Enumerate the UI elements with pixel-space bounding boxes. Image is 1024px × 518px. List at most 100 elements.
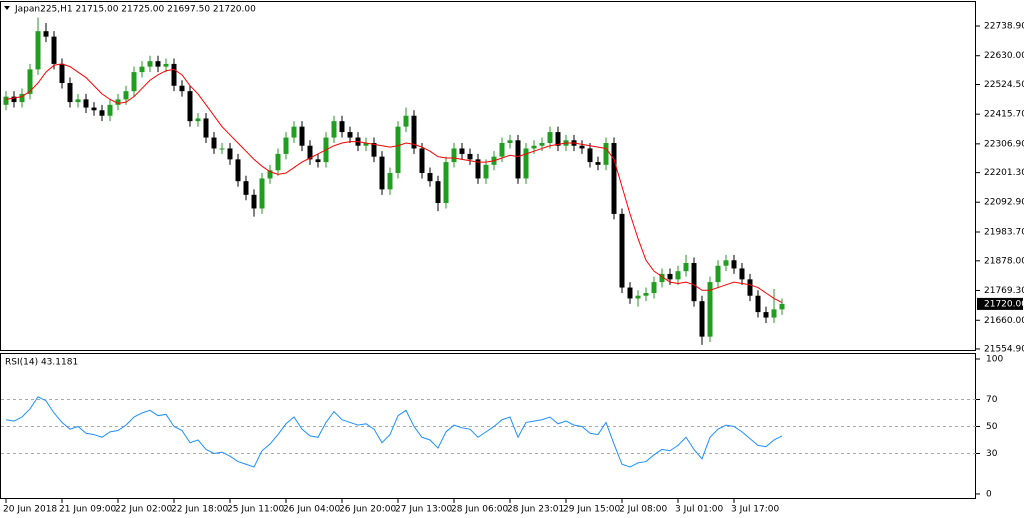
menu-arrow (4, 6, 10, 10)
candle-body (395, 126, 401, 173)
candle-body (99, 110, 105, 116)
x-tick-label: 3 Jul 01:00 (675, 505, 724, 515)
price-title: Japan225,H1 21715.00 21725.00 21697.50 2… (14, 5, 256, 15)
candle-body (131, 72, 137, 92)
rsi-line (5, 396, 783, 468)
candle-body (779, 303, 785, 310)
candle-body (371, 143, 377, 157)
candle-body (163, 63, 169, 67)
candle-body (67, 83, 73, 103)
candle-body (59, 63, 65, 83)
candle-body (307, 145, 313, 160)
candle-body (435, 181, 441, 203)
candle-body (267, 170, 273, 179)
rsi-title: RSI(14) 43.1181 (5, 358, 78, 368)
y-tick-label: 21554.90 (984, 344, 1024, 354)
candle-body (539, 143, 545, 146)
candle-body (691, 263, 697, 302)
x-tick-label: 26 Jun 04:00 (283, 505, 340, 515)
candle-body (547, 132, 553, 143)
candle-body (683, 263, 689, 272)
candle-body (203, 118, 209, 138)
candle-body (115, 99, 121, 105)
candle-body (419, 148, 425, 173)
candle-body (363, 143, 369, 146)
candle-body (315, 159, 321, 163)
x-tick-label: 28 Jun 23:01 (507, 505, 564, 515)
candle-body (763, 312, 769, 318)
candle-body (35, 31, 41, 70)
x-tick-label: 3 Jul 17:00 (731, 505, 780, 515)
candle-body (11, 96, 17, 103)
candle-body (443, 162, 449, 203)
candle-body (699, 301, 705, 337)
x-tick-label: 29 Jun 15:00 (563, 505, 620, 515)
y-tick-label: 21660.00 (984, 316, 1024, 326)
candle-body (411, 115, 417, 149)
candle-body (723, 260, 729, 266)
candle-body (427, 173, 433, 182)
candle-body (627, 287, 633, 299)
candle-body (339, 121, 345, 133)
x-tick-label: 20 Jun 2018 (3, 505, 57, 515)
last-price-tag (977, 297, 1023, 310)
candle-body (467, 153, 473, 160)
candle-body (619, 213, 625, 288)
candle-body (107, 104, 113, 116)
x-tick-label: 21 Jun 09:00 (59, 505, 116, 515)
y-tick-label: 22201.30 (984, 168, 1024, 178)
y-tick-label: 21983.70 (984, 227, 1024, 237)
candle-body (147, 61, 153, 67)
candle-body (219, 148, 225, 150)
candle-body (387, 173, 393, 190)
y-tick-label: 22524.50 (984, 80, 1024, 90)
x-tick-label: 25 Jun 11:00 (227, 505, 284, 515)
y-tick-label: 22306.90 (984, 139, 1024, 149)
candle-body (603, 143, 609, 165)
candle-body (515, 140, 521, 179)
moving-average (5, 63, 783, 303)
candle-body (227, 148, 233, 160)
candle-body (259, 178, 265, 209)
y-tick-label: 0 (986, 489, 992, 499)
candle-body (235, 159, 241, 182)
candle-body (611, 143, 617, 214)
candle-body (275, 153, 281, 171)
candle-body (579, 145, 585, 149)
candle-body (123, 91, 129, 100)
candle-body (523, 148, 529, 179)
candle-body (43, 31, 49, 37)
candle-body (251, 194, 257, 209)
x-tick-label: 27 Jun 13:00 (395, 505, 452, 515)
candle-body (403, 115, 409, 127)
candle-body (83, 99, 89, 108)
candle-body (51, 36, 57, 64)
y-tick-label: 21769.30 (984, 286, 1024, 296)
candle-body (459, 148, 465, 154)
candle-body (707, 282, 713, 337)
candle-body (299, 126, 305, 146)
candle-body (747, 279, 753, 296)
y-tick-label: 50 (986, 422, 998, 432)
candle-body (379, 156, 385, 190)
candle-body (187, 91, 193, 122)
y-tick-label: 100 (986, 354, 1003, 364)
candle-body (19, 93, 25, 103)
candle-body (291, 126, 297, 138)
candle-body (771, 309, 777, 318)
candle-body (451, 148, 457, 163)
candle-body (139, 66, 145, 73)
candle-body (347, 132, 353, 138)
x-tick-label: 28 Jun 06:00 (451, 505, 508, 515)
candle-body (179, 85, 185, 92)
candle-body (3, 96, 9, 105)
candle-body (155, 61, 161, 67)
candle-body (715, 265, 721, 283)
candle-body (507, 140, 513, 143)
candle-body (587, 148, 593, 163)
candle-body (675, 271, 681, 280)
candle-body (283, 137, 289, 154)
candle-body (739, 268, 745, 280)
candle-body (659, 273, 665, 283)
